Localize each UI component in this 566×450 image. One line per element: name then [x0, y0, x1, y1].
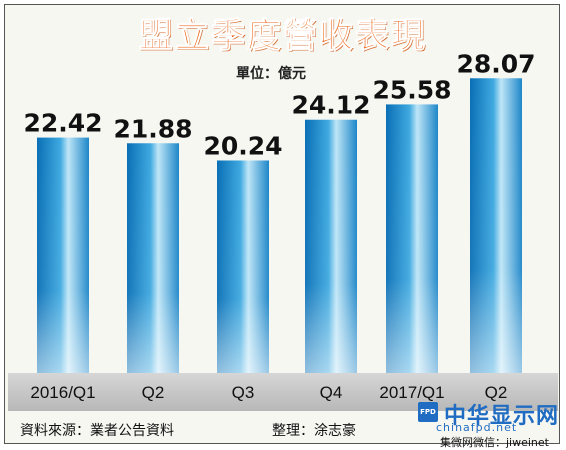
editor-credit: 整理：涂志豪 [272, 423, 356, 439]
watermark-url: chinafpd.net [436, 421, 518, 434]
bar-highlight-5 [386, 104, 438, 373]
value-label-3: 20.24 [203, 131, 282, 160]
value-label-2: 21.88 [113, 114, 192, 143]
value-label-6: 28.07 [456, 49, 535, 78]
unit-label: 單位：億元 [236, 66, 306, 82]
bar-highlight-2 [127, 143, 179, 373]
watermark-wechat: 集微网微信：jiweinet [440, 436, 549, 449]
bar-highlight-1 [37, 137, 89, 373]
category-label-2: Q2 [142, 383, 165, 402]
bar-highlight-6 [470, 78, 522, 373]
category-label-1: 2016/Q1 [30, 383, 95, 402]
category-band [8, 373, 558, 411]
category-label-6: Q2 [485, 383, 508, 402]
chart-title: 盟立季度營收表現 [139, 16, 427, 57]
bar-highlight-4 [305, 119, 357, 374]
data-source: 資料來源：業者公告資料 [20, 423, 174, 439]
category-label-4: Q4 [320, 383, 343, 402]
watermark-logo: FPD [418, 402, 438, 422]
category-label-5: 2017/Q1 [379, 383, 444, 402]
category-label-3: Q3 [232, 383, 255, 402]
value-label-1: 22.42 [23, 109, 102, 138]
value-label-4: 24.12 [291, 91, 370, 120]
watermark-name: 中华显示网 [444, 404, 560, 429]
chart-frame [4, 4, 560, 444]
bar-highlight-3 [217, 160, 269, 373]
value-label-5: 25.58 [372, 75, 451, 104]
